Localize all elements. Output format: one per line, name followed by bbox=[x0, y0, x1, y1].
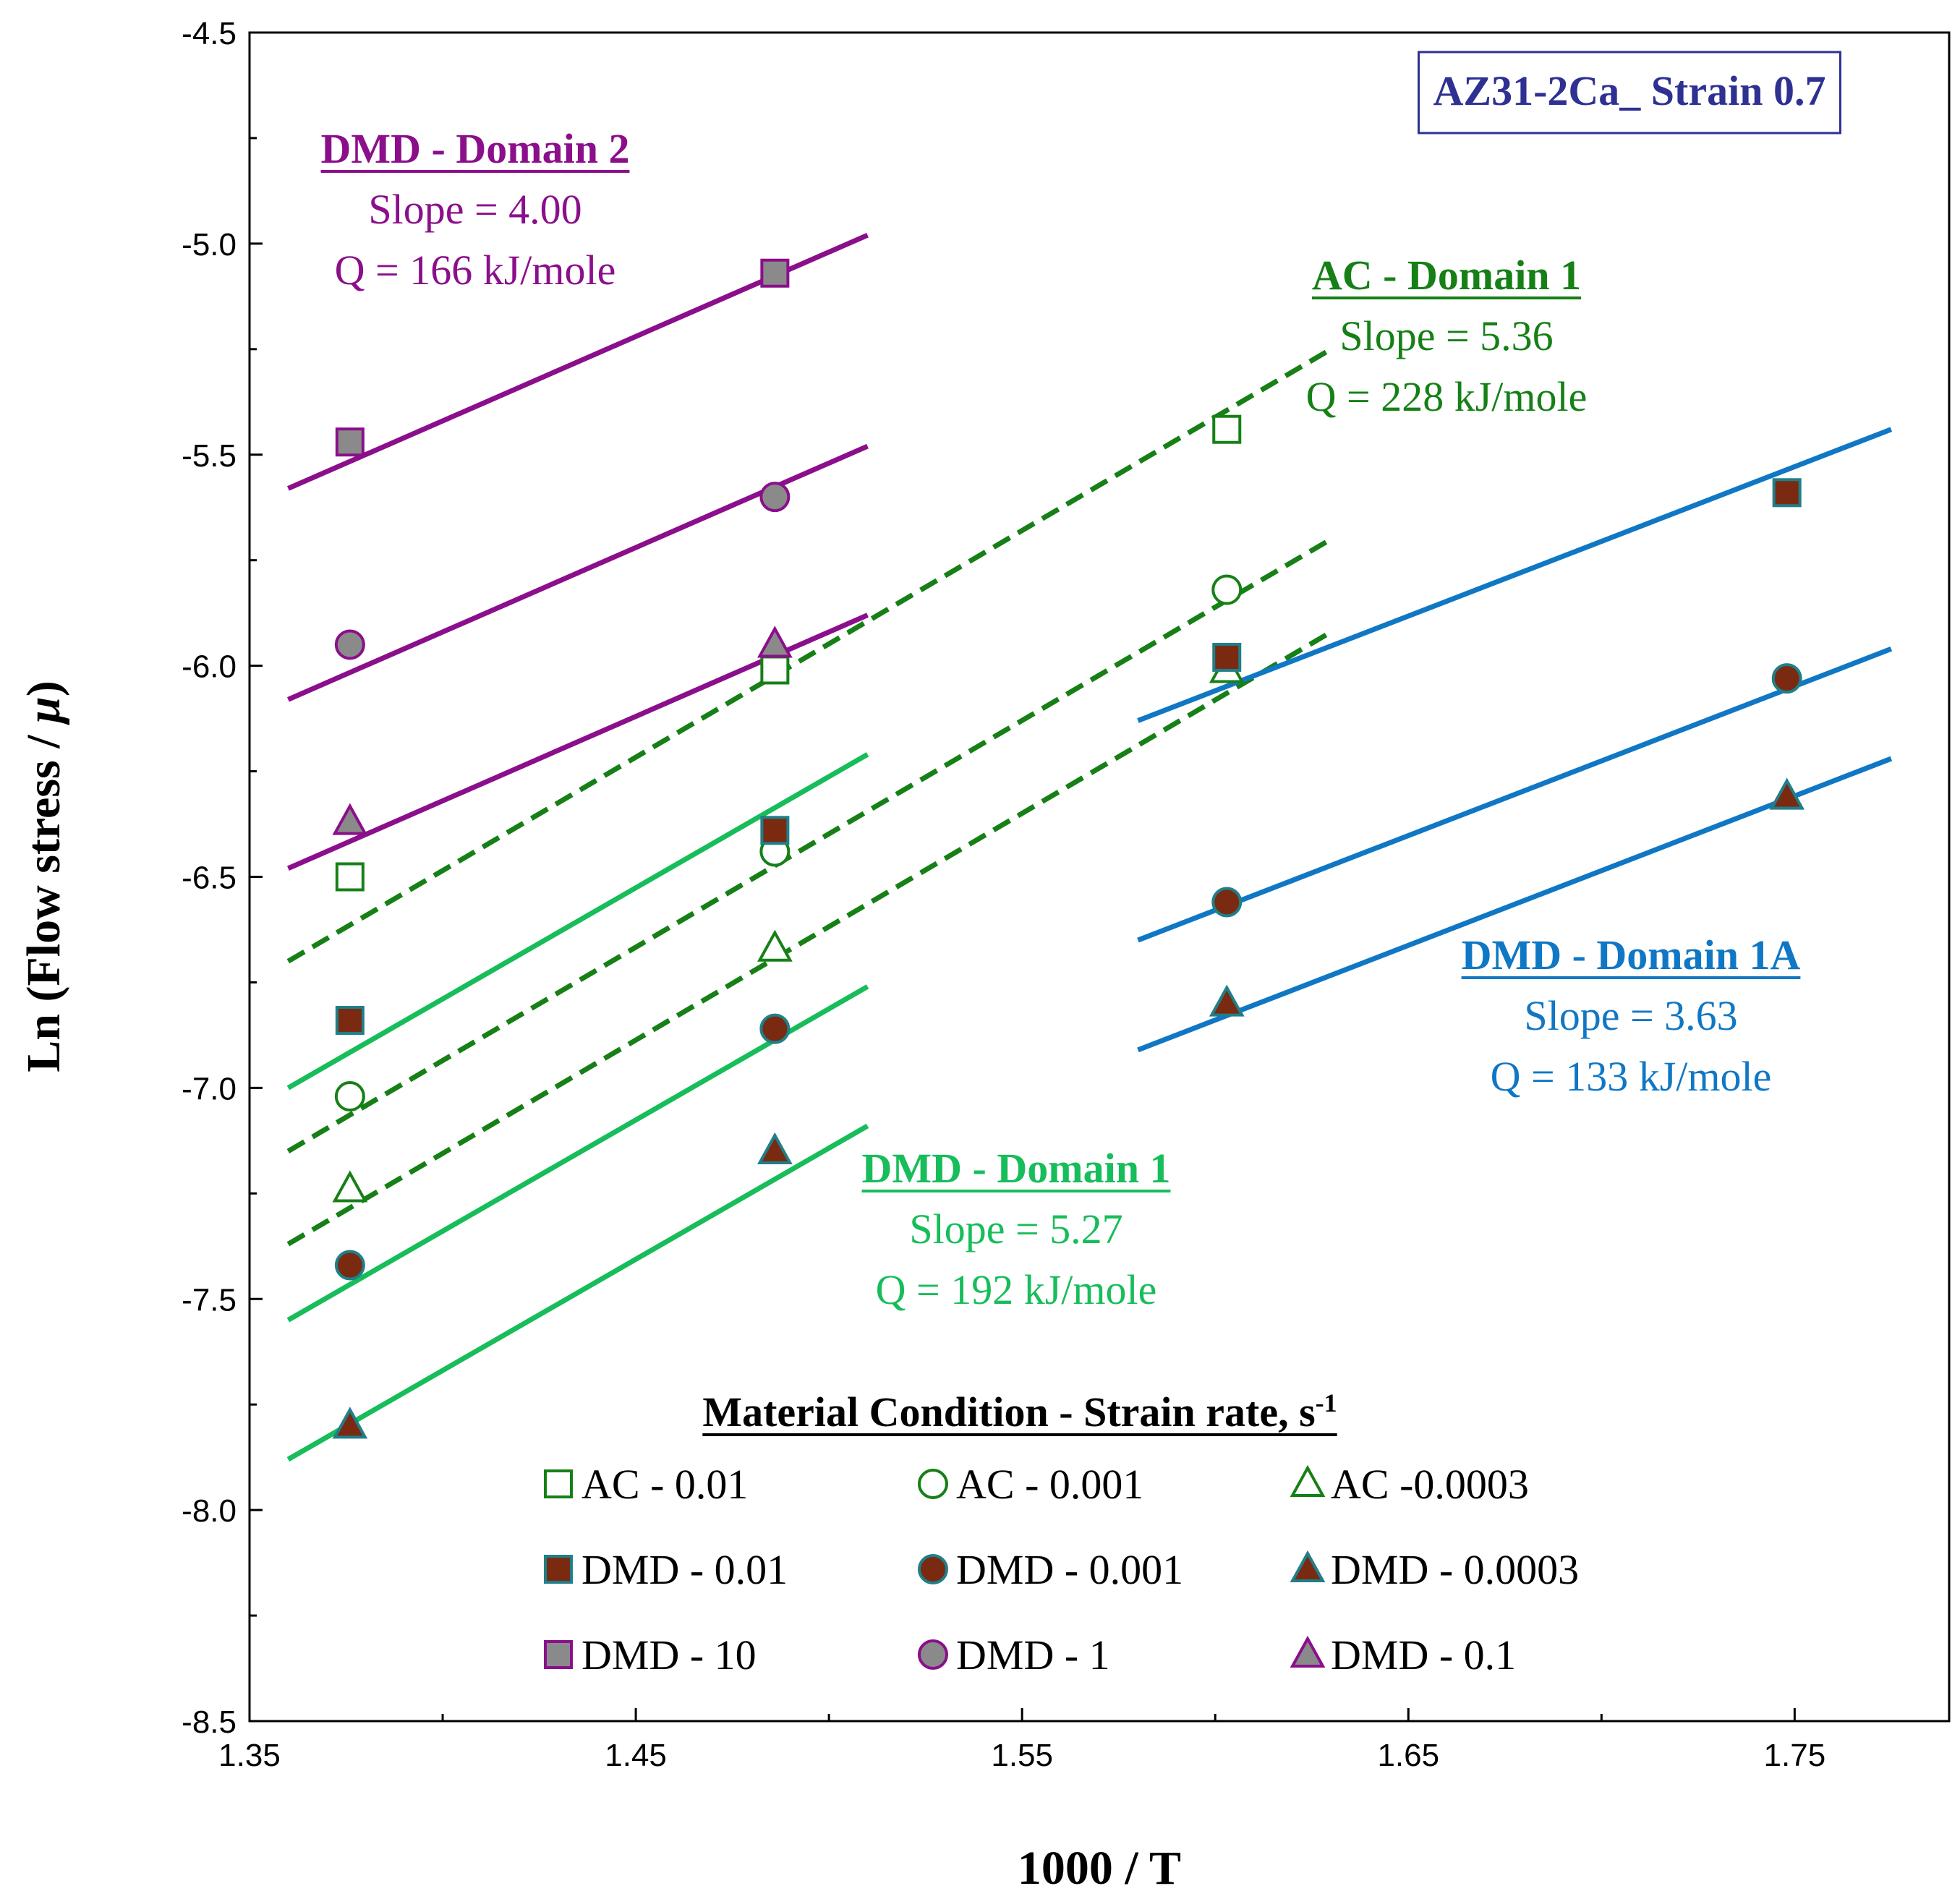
annotation-q: Q = 133 kJ/mole bbox=[1491, 1053, 1772, 1100]
legend-title: Material Condition - Strain rate, s-1 bbox=[702, 1388, 1337, 1435]
legend-marker bbox=[1290, 1635, 1326, 1668]
y-tick-label: -6.0 bbox=[182, 649, 237, 685]
fit-lines bbox=[286, 232, 1893, 1462]
point-dmd-0-001-1 bbox=[334, 1250, 365, 1281]
legend-label: DMD - 0.001 bbox=[956, 1546, 1183, 1593]
legend-marker bbox=[544, 1640, 573, 1669]
x-tick-label: 1.65 bbox=[1377, 1738, 1439, 1773]
point-ac-0-01-2 bbox=[760, 655, 790, 685]
point-ac-0-001-3 bbox=[1211, 574, 1243, 605]
point-dmd-0-1-1 bbox=[332, 803, 368, 835]
y-tick-label: -8.0 bbox=[182, 1493, 237, 1529]
point-dmd-0-01-2 bbox=[760, 816, 790, 845]
x-axis-label: 1000 / T bbox=[1018, 1842, 1181, 1895]
fit-line-12 bbox=[1137, 756, 1893, 1053]
point-dmd-0-0003-4 bbox=[1769, 777, 1805, 810]
legend-marker bbox=[918, 1554, 948, 1584]
chart-title-box: AZ31-2Ca_ Strain 0.7 bbox=[1418, 51, 1841, 135]
legend-label: DMD - 1 bbox=[956, 1631, 1110, 1678]
y-tick-label: -6.5 bbox=[182, 861, 237, 896]
point-ac-0-01-1 bbox=[335, 862, 365, 892]
x-tick-label: 1.75 bbox=[1764, 1738, 1826, 1773]
annotation-q: Q = 228 kJ/mole bbox=[1306, 373, 1588, 420]
annotation-slope: Slope = 5.36 bbox=[1339, 312, 1553, 359]
point-dmd-1-1 bbox=[334, 629, 365, 660]
point-dmd-0-001-4 bbox=[1771, 663, 1802, 694]
annotation-slope: Slope = 3.63 bbox=[1524, 992, 1737, 1039]
x-tick-label: 1.45 bbox=[605, 1738, 667, 1773]
legend-marker bbox=[918, 1469, 948, 1499]
fit-line-9 bbox=[286, 1123, 869, 1462]
y-tick-label: -4.5 bbox=[182, 16, 237, 51]
point-dmd-0-001-2 bbox=[759, 1013, 791, 1044]
point-dmd-10-1 bbox=[335, 427, 365, 457]
y-axis-label: Ln (Flow stress / μ) bbox=[17, 680, 70, 1072]
annotation-slope: Slope = 5.27 bbox=[909, 1205, 1122, 1253]
point-dmd-0-0003-3 bbox=[1209, 984, 1245, 1017]
fit-line-10 bbox=[1137, 427, 1893, 723]
fit-line-5 bbox=[286, 537, 1333, 1153]
x-tick-label: 1.55 bbox=[991, 1738, 1053, 1773]
annotation-q: Q = 166 kJ/mole bbox=[335, 247, 616, 294]
point-ac-0-0003-2 bbox=[757, 929, 793, 962]
annotations: DMD - Domain 2 Slope = 4.00 Q = 166 kJ/mol… bbox=[320, 125, 1801, 1313]
y-tick-label: -5.5 bbox=[182, 438, 237, 474]
chart-title: AZ31-2Ca_ Strain 0.7 bbox=[1433, 67, 1826, 114]
legend: Material Condition - Strain rate, s-1 AC … bbox=[544, 1388, 1579, 1678]
point-dmd-0-0003-1 bbox=[332, 1407, 368, 1439]
fit-line-11 bbox=[1137, 646, 1893, 943]
point-dmd-0-1-2 bbox=[757, 626, 793, 658]
fit-line-4 bbox=[286, 346, 1333, 964]
annotation-slope: Slope = 4.00 bbox=[368, 186, 581, 233]
x-tick-label: 1.35 bbox=[218, 1738, 281, 1773]
point-dmd-0-01-3 bbox=[1212, 642, 1242, 672]
fit-line-6 bbox=[286, 629, 1333, 1247]
point-dmd-0-001-3 bbox=[1211, 887, 1243, 918]
point-ac-0-0003-1 bbox=[332, 1170, 368, 1203]
annotation-heading: AC - Domain 1 bbox=[1312, 252, 1581, 299]
legend-label: AC -0.0003 bbox=[1331, 1461, 1529, 1508]
annotation-heading: DMD - Domain 1A bbox=[1462, 931, 1801, 978]
data-points bbox=[332, 258, 1805, 1439]
legend-label: DMD - 0.1 bbox=[1331, 1631, 1516, 1678]
annotation-heading: DMD - Domain 1 bbox=[862, 1145, 1171, 1192]
annotation-heading: DMD - Domain 2 bbox=[321, 125, 630, 172]
y-tick-label: -7.0 bbox=[182, 1071, 237, 1106]
y-tick-label: -5.0 bbox=[182, 227, 237, 263]
legend-marker bbox=[1290, 1464, 1326, 1497]
y-tick-label: -7.5 bbox=[182, 1282, 237, 1318]
legend-label: AC - 0.001 bbox=[956, 1461, 1143, 1508]
point-ac-0-01-3 bbox=[1212, 414, 1242, 444]
point-dmd-0-01-1 bbox=[335, 1005, 365, 1035]
legend-marker bbox=[918, 1639, 948, 1670]
legend-label: DMD - 0.01 bbox=[581, 1546, 788, 1593]
annotation-q: Q = 192 kJ/mole bbox=[876, 1266, 1157, 1313]
axes: -4.5 -5.0 -5.5 -6.0 -6.5 -7.0 -7.5 -8.0 -8.51.35… bbox=[17, 16, 1825, 1895]
legend-marker bbox=[544, 1469, 573, 1498]
y-tick-label: -8.5 bbox=[182, 1704, 237, 1740]
legend-label: DMD - 10 bbox=[581, 1631, 757, 1678]
point-dmd-10-2 bbox=[760, 258, 790, 288]
legend-label: AC - 0.01 bbox=[581, 1461, 748, 1508]
legend-marker bbox=[544, 1555, 573, 1584]
legend-marker bbox=[1290, 1550, 1326, 1582]
point-dmd-0-01-4 bbox=[1772, 478, 1802, 508]
point-dmd-1-2 bbox=[759, 482, 791, 513]
point-ac-0-001-1 bbox=[334, 1081, 365, 1112]
point-dmd-0-0003-2 bbox=[757, 1132, 793, 1164]
chart-title-border bbox=[1418, 51, 1841, 135]
legend-label: DMD - 0.0003 bbox=[1331, 1546, 1579, 1593]
fit-line-7 bbox=[286, 752, 869, 1091]
